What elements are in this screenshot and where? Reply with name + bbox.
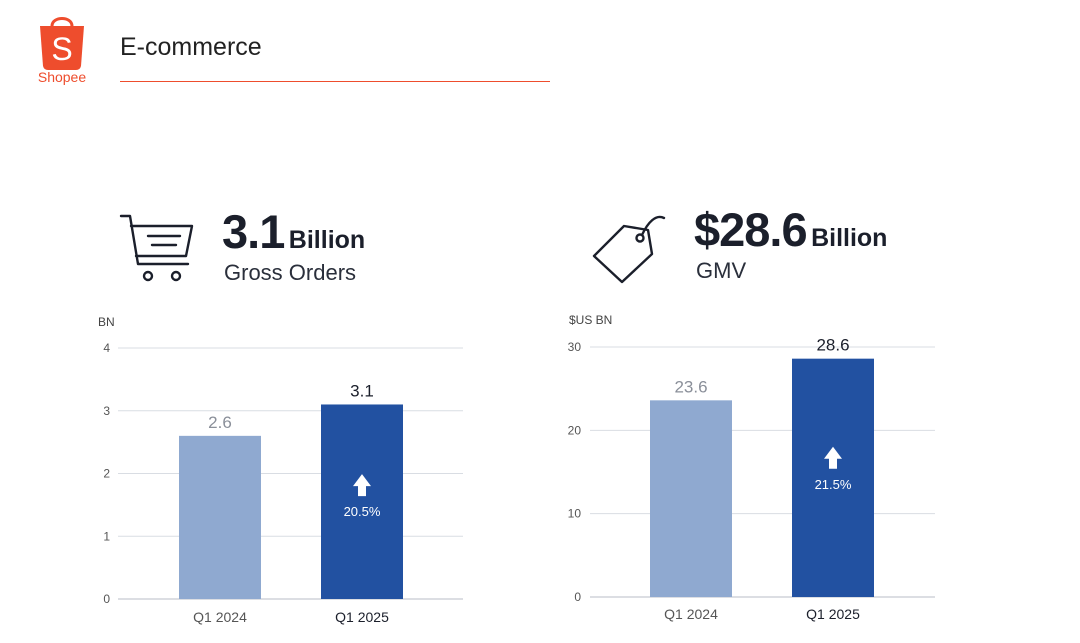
chart2-growth-arrow-icon [824, 446, 842, 469]
chart2-bar [792, 358, 874, 597]
price-tag-icon [592, 215, 666, 284]
chart1-y-tick-label: 2 [103, 467, 110, 481]
kpi-orders-label: Gross Orders [224, 260, 357, 285]
chart1-bar [179, 435, 261, 599]
kpi-orders-value: 3.1 [222, 205, 285, 258]
chart1-bar-value-label: 2.6 [208, 413, 232, 432]
kpi-orders-headline: 3.1 Billion [222, 204, 365, 259]
kpi-gmv-headline: $28.6 Billion [694, 202, 887, 257]
shopping-cart-icon [119, 214, 194, 282]
logo-text: Shopee [37, 69, 87, 85]
chart2-growth-label: 21.5% [815, 477, 852, 492]
chart2-bar [650, 400, 732, 597]
page-title: E-commerce [120, 33, 262, 61]
svg-text:S: S [51, 31, 72, 67]
kpi-gmv-label: GMV [696, 258, 747, 283]
kpi-orders-unit: Billion [288, 226, 366, 254]
chart1-growth-label: 20.5% [344, 504, 381, 519]
chart2-bar-value-label: 23.6 [674, 377, 707, 396]
chart1-growth-arrow-icon [353, 474, 371, 497]
chart2-y-axis-unit: $US BN [569, 313, 612, 327]
chart2-x-category-label: Q1 2024 [664, 606, 718, 622]
chart2-bar-value-label: 28.6 [816, 336, 849, 355]
chart1-bar [321, 404, 403, 599]
chart2-x-category-label: Q1 2025 [806, 606, 860, 622]
chart1-y-axis-unit: BN [98, 315, 115, 329]
chart1-bar-value-label: 3.1 [350, 381, 374, 400]
chart2-y-tick-label: 10 [568, 507, 582, 521]
title-divider [120, 81, 550, 82]
chart1-y-tick-label: 1 [103, 529, 110, 543]
kpi-gmv-value: $28.6 [694, 203, 808, 256]
chart2-y-tick-label: 20 [568, 423, 582, 437]
chart1-x-category-label: Q1 2025 [335, 609, 389, 625]
chart1-y-tick-label: 4 [103, 341, 110, 355]
chart2-y-tick-label: 30 [568, 340, 582, 354]
chart1-y-tick-label: 0 [103, 592, 110, 606]
kpi-gmv-unit: Billion [811, 224, 888, 252]
chart1-x-category-label: Q1 2024 [193, 609, 247, 625]
chart2-y-tick-label: 0 [574, 590, 581, 604]
shopee-logo: S [40, 17, 84, 70]
chart1-y-tick-label: 3 [103, 404, 110, 418]
